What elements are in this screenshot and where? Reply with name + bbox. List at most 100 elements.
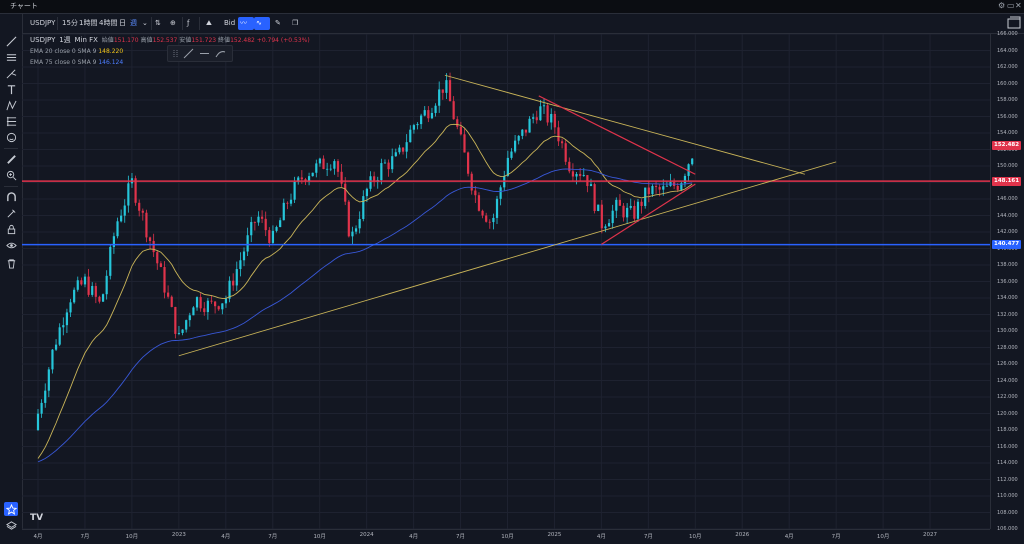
candle-body <box>51 349 54 370</box>
trash-icon[interactable] <box>4 256 18 270</box>
candle-body <box>589 184 593 187</box>
lock-icon[interactable] <box>4 222 18 236</box>
candle-body <box>640 201 643 206</box>
candle-body <box>416 124 419 126</box>
zoom-in-icon[interactable] <box>4 168 18 182</box>
symbol-selector[interactable]: USDJPY <box>30 19 56 27</box>
candle-body <box>593 184 596 212</box>
price-tick-label: 142.000 <box>997 229 1018 235</box>
drag-handle-icon[interactable] <box>171 48 182 59</box>
price-tick-label: 166.000 <box>997 31 1018 37</box>
candle-body <box>250 222 253 236</box>
candle-body <box>91 286 94 295</box>
line-tool-icon[interactable]: 〰 <box>238 17 254 30</box>
candle-body <box>232 280 235 286</box>
bid-toggle[interactable]: Bid <box>224 19 236 27</box>
interval-dropdown-icon[interactable]: ⌄ <box>142 19 148 27</box>
time-tick-label: 2025 <box>547 532 562 538</box>
wave-tool-icon[interactable]: ∿ <box>254 17 270 30</box>
candle-body <box>170 296 173 307</box>
trendline-tool-icon[interactable] <box>4 34 18 48</box>
close-icon[interactable]: ✕ <box>1015 1 1022 10</box>
time-axis[interactable]: 4月 7月 10月 2023 4月 7月 10月 2024 4月 7月 10月 2025 4月 7月 10月… <box>22 529 990 544</box>
candle-body <box>62 325 65 328</box>
time-tick-label: 7月 <box>831 534 841 540</box>
price-chart[interactable] <box>22 34 990 529</box>
eye-icon[interactable] <box>4 238 18 252</box>
price-tick-label: 130.000 <box>997 328 1018 334</box>
candle-body <box>167 292 170 297</box>
minimize-icon[interactable]: ▭ <box>1007 1 1015 10</box>
settings-icon[interactable]: ⚙ <box>998 1 1006 10</box>
draw-line-icon[interactable] <box>183 48 194 59</box>
candle-body <box>221 303 224 310</box>
time-tick-label: 7月 <box>643 534 653 540</box>
interval-4h[interactable]: 4時間 <box>99 19 118 27</box>
candle-body <box>550 113 553 123</box>
layout-icon[interactable]: ❐ <box>292 19 299 27</box>
candle-body <box>474 190 477 196</box>
candle-body <box>636 201 640 219</box>
ema20-label: EMA 20 close 0 SMA 9 <box>30 48 97 55</box>
indicators-icon[interactable]: ⇅ <box>155 19 161 27</box>
paint-icon[interactable]: ✎ <box>275 19 281 27</box>
candle-body <box>275 227 278 231</box>
stay-drawing-icon[interactable] <box>4 206 18 220</box>
candle-body <box>488 221 491 223</box>
legend-close: 152.482 <box>230 37 255 44</box>
layers-icon[interactable] <box>4 518 18 532</box>
pattern-tool-icon[interactable] <box>4 98 18 112</box>
candle-body <box>499 187 502 199</box>
price-tick-label: 122.000 <box>997 394 1018 400</box>
candle-body <box>47 369 50 391</box>
time-tick-label: 4月 <box>221 534 231 540</box>
emoji-tool-icon[interactable] <box>4 130 18 144</box>
candle-body <box>185 320 188 330</box>
candle-body <box>87 276 90 295</box>
compare-icon[interactable]: ⊕ <box>170 19 176 27</box>
candle-body <box>257 216 260 223</box>
ema20-value: 148.220 <box>98 48 124 55</box>
price-tick-label: 144.000 <box>997 212 1018 219</box>
candle-body <box>264 218 267 231</box>
candle-body <box>260 216 264 219</box>
fib-tool-icon[interactable] <box>4 114 18 128</box>
price-tick-label: 158.000 <box>997 97 1018 103</box>
draw-brush-icon[interactable] <box>215 48 226 59</box>
favorites-star-icon[interactable] <box>4 502 18 516</box>
interval-15m[interactable]: 15分 <box>62 19 78 27</box>
fullscreen-icon[interactable] <box>1006 15 1022 31</box>
text-tool-icon[interactable] <box>4 82 18 96</box>
interval-week[interactable]: 週 <box>130 19 137 27</box>
candle-body <box>658 187 661 190</box>
candle-body <box>94 286 97 297</box>
candle-body <box>528 118 531 133</box>
candle-body <box>123 205 126 216</box>
function-icon[interactable]: ƒ <box>187 19 190 27</box>
magnet-icon[interactable] <box>4 190 18 204</box>
candle-body <box>557 127 560 142</box>
candle-body <box>521 129 524 136</box>
time-tick-label: 7月 <box>456 534 466 540</box>
lower-hline-badge: 140.477 <box>992 240 1022 250</box>
candle-body <box>318 158 322 164</box>
price-axis[interactable]: 166.000 164.000 162.000 160.000 158.000 156.0… <box>990 31 1024 532</box>
interval-1h[interactable]: 1時間 <box>79 19 98 27</box>
candle-body <box>542 105 546 107</box>
candle-body <box>242 251 246 261</box>
interval-day[interactable]: 日 <box>119 19 126 27</box>
pitchfork-tool-icon[interactable] <box>4 66 18 80</box>
trend-line <box>538 95 696 175</box>
trend-line <box>444 74 805 175</box>
ruler-tool-icon[interactable] <box>4 152 18 166</box>
horizontal-line-tool-icon[interactable] <box>4 50 18 64</box>
candle-body <box>145 212 148 238</box>
candle-body <box>463 134 466 153</box>
draw-hline-icon[interactable] <box>199 48 210 59</box>
time-tick-label: 4月 <box>784 534 794 540</box>
chart-type-icon[interactable]: ⛰ <box>206 19 212 27</box>
price-tick-label: 156.000 <box>997 113 1018 120</box>
legend-symbol: USDJPY <box>30 36 56 44</box>
candle-body <box>481 210 484 216</box>
candle-body <box>459 126 462 135</box>
